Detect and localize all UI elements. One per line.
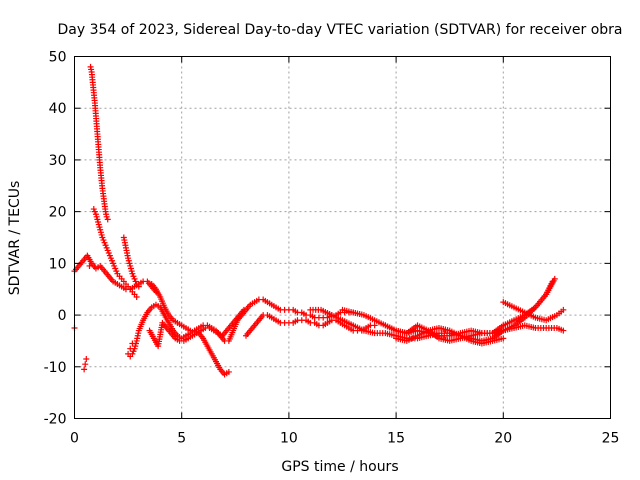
data-point bbox=[104, 216, 111, 223]
y-tick-label: 50 bbox=[49, 50, 67, 66]
data-point bbox=[560, 327, 567, 334]
y-tick-label: 40 bbox=[49, 101, 67, 117]
data-point bbox=[371, 322, 378, 329]
x-tick-label: 15 bbox=[387, 431, 405, 447]
y-tick-label: 0 bbox=[58, 308, 67, 324]
data-point bbox=[86, 262, 93, 269]
data-marks bbox=[71, 63, 567, 378]
data-point bbox=[129, 340, 136, 347]
chart-title: Day 354 of 2023, Sidereal Day-to-day VTE… bbox=[57, 22, 622, 38]
x-axis-label: GPS time / hours bbox=[281, 459, 398, 475]
data-point bbox=[81, 366, 88, 373]
x-tick-label: 0 bbox=[70, 431, 79, 447]
data-point bbox=[127, 345, 134, 352]
y-tick-label: 20 bbox=[49, 205, 67, 221]
data-point bbox=[133, 293, 140, 300]
x-tick-label: 10 bbox=[280, 431, 298, 447]
data-point bbox=[560, 306, 567, 313]
x-tick-label: 25 bbox=[602, 431, 620, 447]
grid bbox=[74, 56, 611, 419]
y-tick-label: 10 bbox=[49, 256, 67, 272]
x-tick-label: 20 bbox=[494, 431, 512, 447]
data-point bbox=[125, 350, 132, 357]
y-tick-label: -10 bbox=[44, 360, 67, 376]
x-tick-label: 5 bbox=[177, 431, 186, 447]
data-point bbox=[135, 283, 142, 290]
data-point bbox=[551, 275, 558, 282]
plot-frame bbox=[74, 56, 611, 419]
data-point bbox=[83, 356, 90, 363]
y-tick-label: -20 bbox=[44, 412, 67, 428]
data-point bbox=[500, 335, 507, 342]
data-point bbox=[225, 368, 232, 375]
y-axis-label: SDTVAR / TECUs bbox=[7, 181, 23, 296]
y-tick-label: 30 bbox=[49, 153, 67, 169]
axis-ticks: 0 5 10 15 20 25 -20 -10 0 10 20 30 40 50 bbox=[44, 50, 620, 447]
data-point bbox=[82, 361, 89, 368]
